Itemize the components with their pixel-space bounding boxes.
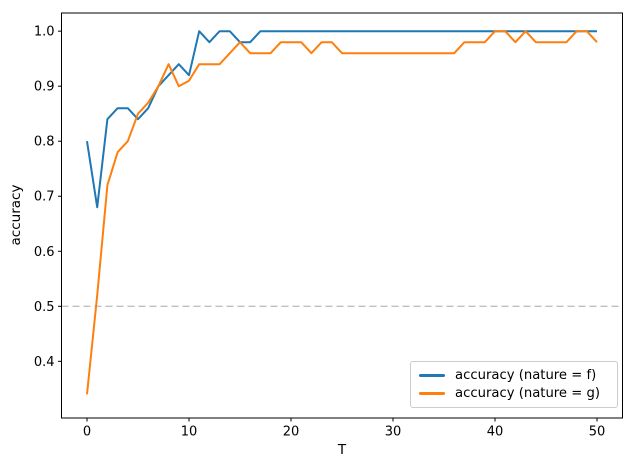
y-tick-label: 0.8 xyxy=(34,135,55,150)
y-tick-label: 0.9 xyxy=(34,80,55,95)
legend-line-sample-g xyxy=(419,392,445,396)
series-line-f xyxy=(86,30,597,209)
x-tick-label: 50 xyxy=(589,425,606,440)
y-axis-label: accuracy xyxy=(8,184,24,246)
y-tick-label: 0.6 xyxy=(34,245,55,260)
x-tick-label: 10 xyxy=(181,425,198,440)
x-tick-label: 20 xyxy=(283,425,300,440)
legend-line-sample-f xyxy=(419,373,445,377)
series-line-g xyxy=(86,30,598,395)
y-tick-label: 0.5 xyxy=(34,300,55,315)
x-tick-label: 30 xyxy=(385,425,402,440)
x-axis-label: T xyxy=(337,442,347,458)
y-tick-label: 0.4 xyxy=(34,355,55,370)
x-tick-label: 40 xyxy=(487,425,504,440)
legend-label-f: accuracy (nature = f) xyxy=(455,367,597,383)
axes-spines xyxy=(61,12,623,419)
legend-entry-f: accuracy (nature = f) xyxy=(419,369,617,382)
x-tick-label: 0 xyxy=(83,425,91,440)
y-tick-label: 0.7 xyxy=(34,190,55,205)
legend-label-g: accuracy (nature = g) xyxy=(455,386,600,401)
legend: accuracy (nature = f) accuracy (nature =… xyxy=(410,361,618,408)
legend-entry-g: accuracy (nature = g) xyxy=(419,387,617,400)
y-tick-label: 1.0 xyxy=(34,25,55,40)
